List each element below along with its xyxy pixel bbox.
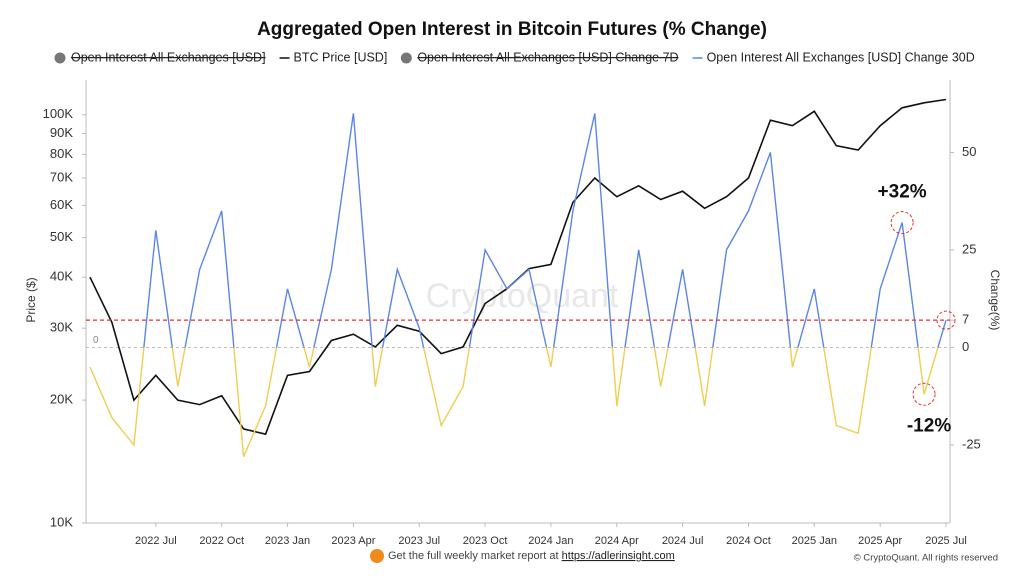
legend-label[interactable]: BTC Price [USD] (294, 50, 388, 64)
legend-marker (54, 52, 66, 64)
threshold-marker (936, 310, 956, 330)
y-tick-label: 20K (50, 392, 73, 407)
footer-link[interactable]: https://adlerinsight.com (562, 550, 675, 562)
y-tick-label: 60K (50, 197, 73, 212)
y-tick-label: 30K (50, 320, 73, 335)
y-tick-label: 50K (50, 229, 73, 244)
y2-tick-label: 0 (962, 339, 969, 354)
x-tick-label: 2024 Oct (726, 535, 771, 547)
legend-marker (400, 52, 412, 64)
x-tick-label: 2025 Jul (925, 535, 967, 547)
zero-label: 0 (93, 335, 99, 346)
chart-title: Aggregated Open Interest in Bitcoin Futu… (257, 19, 767, 40)
footer-text: Get the full weekly market report at htt… (388, 550, 675, 562)
legend-label[interactable]: Open Interest All Exchanges [USD] (71, 50, 266, 64)
watermark: CryptoQuant (426, 277, 619, 315)
copyright: © CryptoQuant. All rights reserved (854, 553, 998, 564)
y2-tick-label: 50 (962, 144, 976, 159)
annotation: +32% (878, 182, 927, 203)
y2-axis-label: Change(%) (988, 270, 1002, 331)
y-tick-label: 90K (50, 125, 73, 140)
x-tick-label: 2023 Jul (398, 535, 440, 547)
legend: Open Interest All Exchanges [USD] BTC Pri… (54, 50, 975, 64)
x-tick-label: 2023 Oct (463, 535, 508, 547)
y2-tick-label: -25 (962, 436, 981, 451)
y2-tick-label: 25 (962, 241, 976, 256)
x-tick-label: 2024 Jan (528, 535, 573, 547)
y-tick-label: 80K (50, 146, 73, 161)
annotation: -12% (907, 415, 951, 436)
oscillator-line (89, 113, 947, 457)
x-tick-label: 2022 Jul (135, 535, 177, 547)
x-tick-label: 2023 Jan (265, 535, 310, 547)
x-tick-label: 2022 Oct (199, 535, 244, 547)
x-tick-label: 2023 Apr (331, 535, 375, 547)
x-tick-label: 2025 Apr (858, 535, 902, 547)
annotation-circle (912, 382, 936, 406)
legend-label[interactable]: Open Interest All Exchanges [USD] Change… (707, 50, 975, 64)
y-tick-label: 40K (50, 269, 73, 284)
annotation-circle (890, 211, 914, 235)
y-axis-label: Price ($) (24, 277, 38, 322)
x-tick-label: 2024 Jul (662, 535, 704, 547)
y-tick-label: 10K (50, 514, 73, 529)
y-tick-label: 100K (43, 106, 74, 121)
legend-label[interactable]: Open Interest All Exchanges [USD] Change… (417, 50, 678, 64)
footer-prefix: Get the full weekly market report at (388, 550, 562, 562)
x-tick-label: 2024 Apr (595, 535, 639, 547)
y2-tick-label: 7 (962, 312, 969, 327)
footer-icon (370, 549, 384, 563)
y-tick-label: 70K (50, 169, 73, 184)
x-tick-label: 2025 Jan (792, 535, 837, 547)
price-line (89, 98, 947, 436)
